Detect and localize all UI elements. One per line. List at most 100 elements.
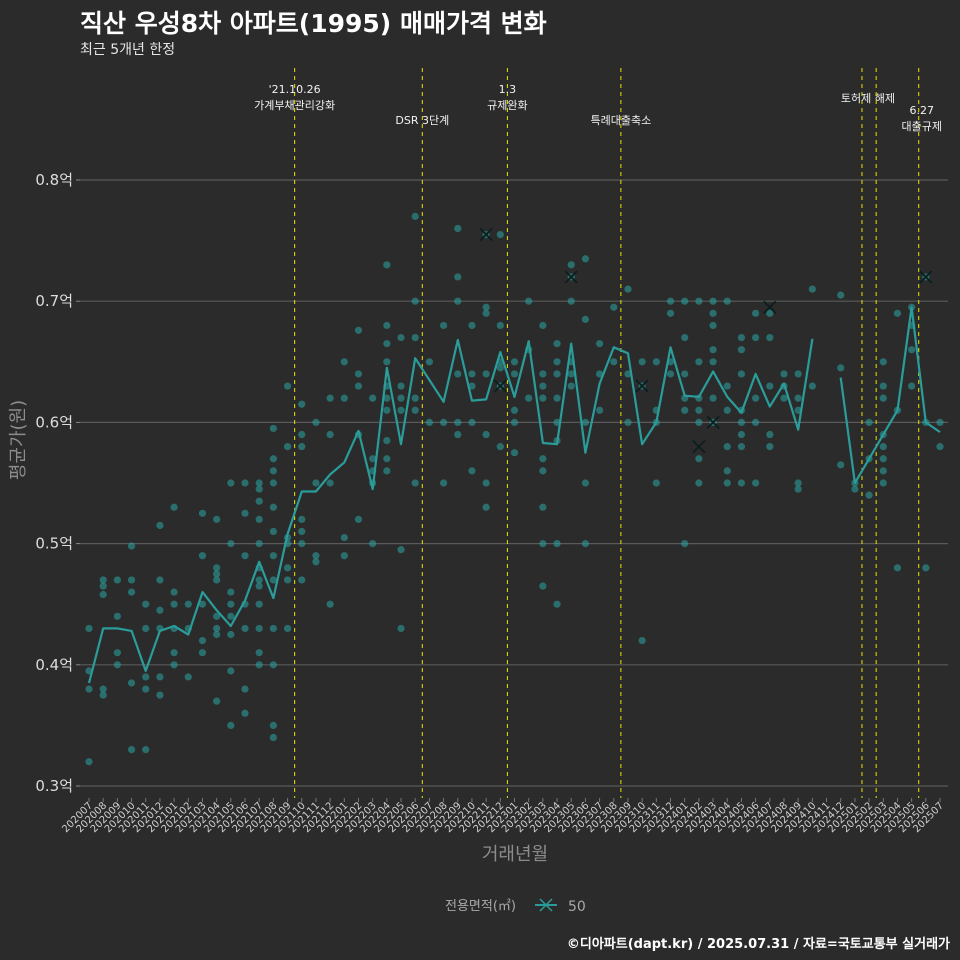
- data-point: [908, 382, 916, 390]
- data-point: [723, 443, 731, 451]
- data-point: [723, 467, 731, 475]
- data-point: [468, 370, 476, 378]
- data-point: [227, 612, 235, 620]
- data-point: [354, 515, 363, 523]
- data-point: [340, 552, 348, 560]
- average-price-line: [839, 306, 941, 485]
- y-axis-title: 평균가(원): [8, 400, 29, 480]
- data-point: [837, 461, 845, 469]
- data-point: [879, 443, 887, 451]
- data-point: [213, 564, 221, 572]
- data-point: [695, 358, 703, 366]
- data-point: [127, 576, 136, 584]
- data-point: [85, 685, 93, 693]
- data-point: [269, 479, 277, 487]
- data-point: [156, 691, 164, 699]
- data-point: [170, 588, 178, 596]
- data-point: [283, 382, 292, 390]
- data-point: [213, 570, 221, 578]
- data-point: [255, 661, 263, 669]
- data-point: [624, 418, 632, 426]
- data-point: [794, 485, 802, 493]
- data-point: [525, 297, 533, 305]
- data-point: [213, 697, 221, 705]
- highlight-cross: [763, 300, 777, 314]
- data-point: [198, 552, 207, 560]
- data-point: [936, 443, 944, 451]
- data-point: [581, 418, 590, 426]
- data-point: [837, 291, 845, 299]
- source-caption: ©디아파트(dapt.kr) / 2025.07.31 / 자료=국토교통부 실…: [566, 937, 950, 952]
- data-point: [808, 285, 816, 293]
- data-point: [142, 673, 150, 681]
- highlight-cross: [635, 379, 649, 393]
- data-point: [695, 297, 703, 305]
- data-point: [397, 394, 405, 402]
- data-point: [397, 624, 405, 633]
- data-point: [269, 576, 277, 584]
- data-point: [85, 624, 93, 633]
- data-point: [184, 673, 192, 681]
- data-point: [156, 606, 164, 614]
- data-point: [198, 509, 207, 517]
- data-point: [695, 406, 703, 414]
- data-point: [510, 358, 519, 366]
- data-point: [255, 515, 263, 523]
- data-point: [340, 394, 348, 402]
- data-point: [213, 612, 221, 620]
- data-point: [510, 406, 519, 414]
- data-point: [794, 394, 802, 402]
- data-point: [383, 436, 391, 445]
- data-point: [922, 564, 930, 572]
- data-point: [709, 358, 717, 366]
- data-point: [794, 370, 802, 378]
- data-point: [752, 418, 760, 426]
- data-point: [695, 479, 703, 487]
- x-axis-title: 거래년월: [482, 844, 548, 865]
- data-point: [723, 297, 731, 305]
- data-point: [227, 540, 235, 548]
- data-point: [227, 588, 235, 596]
- data-point: [709, 297, 717, 305]
- data-point: [170, 661, 178, 669]
- data-point: [298, 443, 306, 451]
- data-point: [496, 443, 504, 451]
- data-point: [723, 406, 731, 414]
- data-point: [383, 394, 391, 402]
- data-point: [298, 527, 306, 536]
- data-point: [283, 576, 292, 584]
- data-point: [397, 406, 405, 414]
- scatter-points: [85, 212, 944, 766]
- data-point: [269, 527, 277, 536]
- data-point: [298, 430, 306, 439]
- data-point: [383, 340, 391, 348]
- data-point: [553, 540, 561, 548]
- data-point: [269, 467, 277, 475]
- data-point: [652, 358, 660, 366]
- data-point: [581, 315, 590, 323]
- data-point: [269, 721, 277, 730]
- data-point: [539, 503, 547, 511]
- data-point: [666, 297, 675, 305]
- data-point: [113, 576, 121, 584]
- data-point: [255, 479, 263, 487]
- data-point: [567, 382, 575, 390]
- data-point: [681, 406, 689, 414]
- data-point: [340, 358, 348, 366]
- data-point: [681, 297, 689, 305]
- data-point: [737, 479, 746, 487]
- data-point: [127, 679, 136, 687]
- data-point: [227, 667, 235, 675]
- data-point: [752, 333, 760, 342]
- data-point: [213, 576, 221, 584]
- average-line: [87, 306, 941, 684]
- y-tick-label: 0.5억: [35, 535, 73, 553]
- data-point: [397, 333, 405, 342]
- data-point: [99, 691, 107, 699]
- event-label: 토허제 해제: [841, 91, 895, 105]
- data-point: [113, 612, 121, 620]
- data-point: [269, 661, 277, 669]
- page-subtitle: 최근 5개년 한정: [80, 42, 176, 58]
- data-point: [610, 303, 618, 311]
- data-point: [737, 443, 746, 451]
